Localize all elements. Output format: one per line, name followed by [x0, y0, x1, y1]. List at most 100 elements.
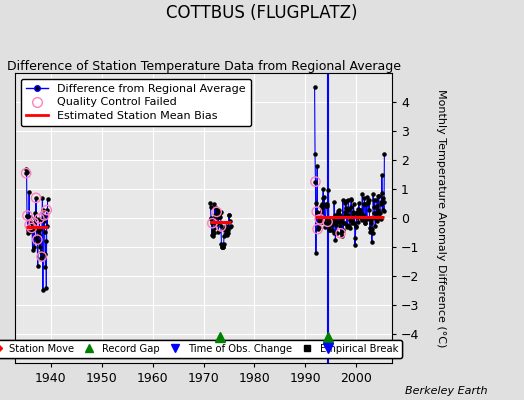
Point	[212, 221, 221, 228]
Point	[210, 200, 219, 207]
Point	[37, 254, 46, 260]
Point	[310, 84, 319, 91]
Point	[36, 243, 44, 250]
Point	[323, 219, 332, 225]
Point	[325, 226, 333, 233]
Point	[223, 229, 232, 236]
Point	[378, 172, 386, 178]
Point	[37, 254, 45, 261]
Point	[334, 210, 343, 216]
Point	[365, 225, 374, 231]
Point	[361, 220, 369, 226]
Point	[318, 219, 326, 226]
Point	[217, 244, 226, 250]
Point	[34, 228, 42, 234]
Point	[212, 205, 220, 211]
Point	[351, 210, 359, 217]
Point	[380, 151, 389, 157]
Point	[24, 229, 32, 236]
Point	[32, 238, 41, 244]
Point	[32, 235, 41, 242]
Point	[342, 198, 350, 204]
Point	[213, 207, 222, 214]
Point	[315, 212, 323, 218]
Text: COTTBUS (FLUGPLATZ): COTTBUS (FLUGPLATZ)	[166, 4, 358, 22]
Point	[375, 192, 383, 199]
Point	[374, 192, 382, 199]
Point	[23, 212, 31, 219]
Point	[29, 227, 37, 234]
Point	[340, 220, 348, 226]
Point	[222, 232, 231, 238]
Point	[354, 219, 363, 225]
Point	[322, 201, 331, 207]
Point	[23, 213, 31, 220]
Point	[214, 220, 222, 226]
Point	[340, 212, 348, 218]
Point	[359, 200, 368, 207]
Point	[360, 201, 368, 207]
Point	[342, 205, 351, 211]
Point	[324, 187, 333, 194]
Point	[363, 194, 372, 200]
Point	[347, 197, 355, 204]
Point	[350, 220, 358, 226]
Point	[361, 194, 369, 201]
Point	[216, 210, 224, 217]
Point	[25, 189, 34, 195]
Point	[339, 196, 347, 203]
Point	[332, 230, 341, 236]
Point	[318, 200, 326, 207]
Point	[38, 195, 47, 201]
Point	[210, 225, 218, 232]
Point	[27, 228, 35, 234]
Point	[328, 218, 336, 224]
Point	[32, 194, 40, 201]
Point	[354, 206, 362, 212]
Point	[31, 214, 39, 221]
Point	[319, 194, 327, 201]
Point	[331, 237, 340, 243]
Point	[23, 168, 31, 175]
Point	[33, 236, 41, 243]
Point	[223, 226, 231, 233]
Point	[42, 284, 50, 291]
Point	[35, 238, 43, 245]
Point	[42, 207, 51, 213]
Legend: Station Move, Record Gap, Time of Obs. Change, Empirical Break: Station Move, Record Gap, Time of Obs. C…	[0, 340, 402, 358]
Point	[368, 239, 376, 245]
Point	[206, 204, 215, 210]
Point	[323, 201, 331, 208]
Point	[215, 212, 223, 218]
Point	[211, 212, 220, 218]
Point	[34, 263, 42, 270]
Point	[344, 197, 353, 203]
Point	[39, 206, 48, 213]
Point	[378, 206, 387, 213]
Point	[313, 162, 321, 169]
Point	[219, 244, 227, 250]
Point	[40, 229, 49, 235]
Point	[367, 217, 376, 223]
Point	[323, 219, 332, 225]
Point	[37, 254, 46, 260]
Point	[356, 215, 365, 221]
Point	[346, 204, 355, 211]
Point	[37, 248, 46, 255]
Point	[325, 223, 334, 230]
Point	[312, 250, 320, 256]
Point	[358, 212, 367, 218]
Point	[215, 214, 223, 221]
Point	[322, 203, 330, 210]
Point	[363, 216, 371, 222]
Point	[338, 233, 346, 240]
Point	[346, 216, 354, 223]
Point	[23, 212, 31, 219]
Point	[225, 212, 233, 218]
Point	[220, 241, 228, 248]
Point	[33, 236, 41, 243]
Point	[35, 216, 43, 222]
Point	[355, 200, 363, 206]
Point	[379, 198, 388, 205]
Point	[364, 200, 373, 207]
